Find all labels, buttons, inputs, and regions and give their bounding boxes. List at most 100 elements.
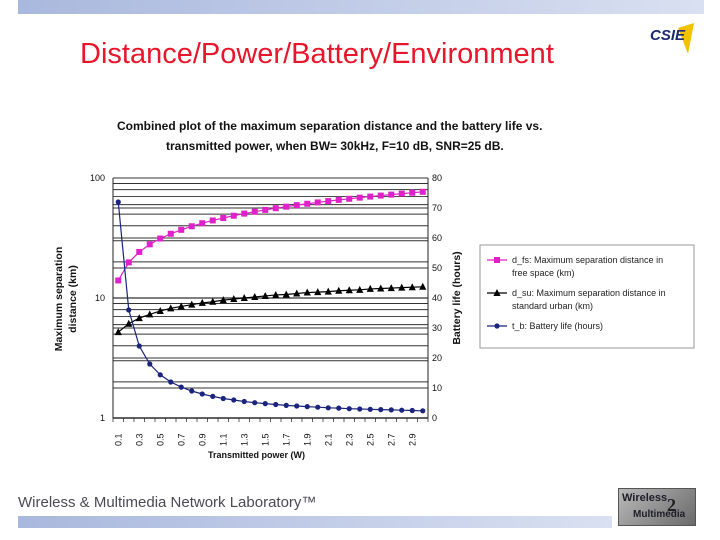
series-0-point: [157, 235, 164, 242]
series-2-point: [367, 406, 373, 412]
top-decor-bar: [18, 0, 704, 14]
series-1-point: [324, 287, 332, 295]
csie-logo: CSIE: [650, 23, 694, 54]
legend-label-1-line-2: standard urban (km): [512, 301, 593, 311]
series-1-point: [167, 304, 175, 312]
left-axis-label-line-2: distance (km): [67, 265, 79, 333]
chart-title-line-2: transmitted power, when BW= 30kHz, F=10 …: [166, 139, 504, 153]
series-0-point: [241, 210, 248, 217]
series-1-point: [377, 284, 385, 292]
series-1-point: [272, 290, 280, 298]
series-2-point: [294, 403, 300, 409]
series-1-point: [366, 284, 374, 292]
right-tick-label: 50: [432, 263, 442, 273]
series-0-point: [325, 198, 332, 205]
series-2-point: [378, 407, 384, 413]
series-1-point: [387, 284, 395, 292]
right-tick-label: 40: [432, 293, 442, 303]
series-0-point: [356, 194, 363, 201]
series-1-point: [188, 300, 196, 308]
series-2-point: [388, 407, 394, 413]
series-0-point: [262, 206, 269, 213]
series-2-point: [273, 401, 279, 408]
series-0-point: [146, 241, 153, 248]
right-tick-label: 20: [432, 353, 442, 363]
legend-label-1-line-1: d_su: Maximum separation distance in: [512, 288, 666, 298]
x-tick-label: 0.9: [197, 433, 207, 446]
series-0-point: [209, 217, 216, 224]
csie-logo-text: CSIE: [650, 27, 686, 44]
series-layer: [114, 188, 427, 414]
x-tick-label: 0.5: [155, 433, 165, 446]
x-tick-label: 0.1: [113, 433, 123, 446]
x-tick-label: 0.3: [134, 433, 144, 446]
series-2-point: [115, 199, 121, 205]
right-axis-label: Battery life (hours): [451, 251, 463, 344]
series-0-point: [367, 193, 374, 200]
series-1-point: [156, 306, 164, 314]
axes: 1 10 100 0 10 20 30 40 50 60 70 80 0.1 0.3 0.5 0.7 0.9 1.…: [90, 173, 442, 446]
series-2-point: [420, 408, 426, 414]
legend-marker-2: [494, 323, 500, 329]
legend-marker-1: [493, 289, 501, 296]
series-2-point: [262, 401, 268, 407]
legend-label-0-line-2: free space (km): [512, 268, 575, 278]
x-tick-label: 2.9: [407, 433, 417, 446]
series-2-point: [252, 400, 258, 406]
x-tick-label: 2.7: [386, 433, 396, 446]
series-1-point: [345, 286, 353, 294]
legend-label-2-line-1: t_b: Battery life (hours): [512, 321, 603, 331]
series-0-point: [335, 196, 342, 203]
left-tick-label: 100: [90, 173, 105, 183]
series-2-point: [283, 402, 289, 408]
series-0-point: [167, 230, 174, 237]
series-1-point: [419, 282, 427, 290]
legend: d_fs: Maximum separation distance in free…: [479, 244, 695, 349]
series-2-point: [325, 405, 331, 411]
left-tick-label: 10: [95, 293, 105, 303]
series-0-point: [251, 208, 258, 215]
series-0-point: [272, 205, 279, 212]
series-1-point: [282, 290, 290, 298]
left-tick-label: 1: [100, 413, 105, 423]
legend-box: [479, 244, 695, 349]
series-1-point: [398, 283, 406, 291]
series-0-point: [398, 190, 405, 197]
series-2-point: [399, 407, 405, 413]
series-2-point: [136, 343, 142, 349]
slide-title: Distance/Power/Battery/Environment: [80, 38, 554, 70]
series-0-point: [388, 191, 395, 198]
wireless-multimedia-logo: Wireless 2 Multimedia: [618, 488, 696, 526]
series-1-point: [356, 285, 364, 293]
series-0-point: [409, 189, 416, 196]
x-tick-label: 1.7: [281, 433, 291, 446]
series-1-point: [146, 310, 154, 318]
logo-word-wireless: Wireless: [622, 492, 668, 504]
x-tick-label: 2.5: [365, 433, 375, 446]
x-tick-label: 2.1: [323, 433, 333, 446]
footer-lab-name: Wireless & Multimedia Network Laboratory…: [18, 494, 317, 511]
series-0-point: [115, 277, 122, 284]
series-2-point: [357, 406, 363, 412]
series-0-point: [230, 212, 237, 219]
series-1-point: [335, 286, 343, 294]
series-2-point: [231, 397, 237, 403]
series-1-point: [303, 288, 311, 296]
series-2-point: [220, 395, 226, 402]
x-tick-label: 1.1: [218, 433, 228, 446]
series-0-point: [136, 248, 143, 255]
series-0-point: [377, 192, 384, 199]
series-0-point: [125, 259, 132, 266]
series-1-point: [408, 283, 416, 291]
series-1-point: [125, 319, 133, 327]
x-tick-label: 2.3: [344, 433, 354, 446]
series-2-point: [409, 407, 415, 414]
series-0-point: [419, 188, 426, 195]
x-tick-label: 1.3: [239, 433, 249, 446]
series-2-point: [336, 405, 342, 411]
right-tick-label: 80: [432, 173, 442, 183]
series-1-point: [314, 288, 322, 296]
series-2-point: [126, 307, 132, 313]
series-0-point: [304, 200, 311, 207]
